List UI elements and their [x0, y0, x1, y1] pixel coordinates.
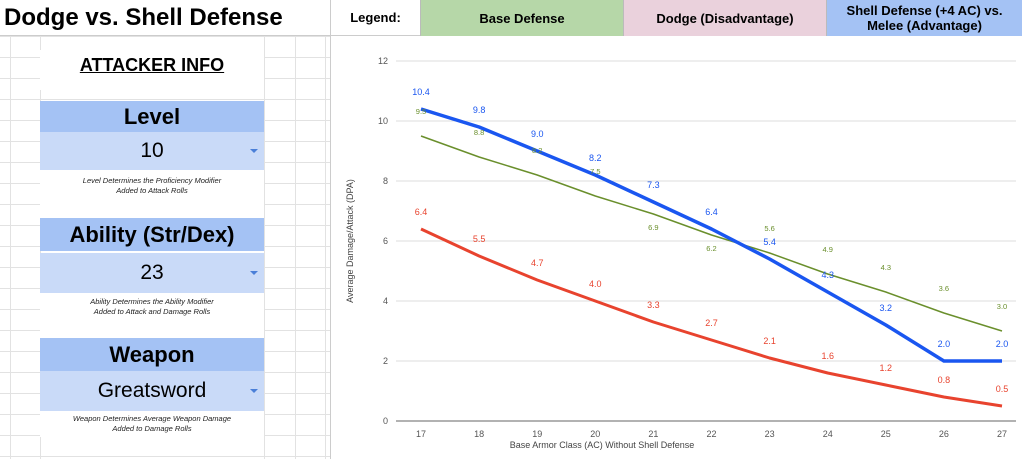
ability-header: Ability (Str/Dex): [40, 218, 264, 251]
x-tick-label: 19: [532, 429, 542, 439]
data-label: 2.0: [938, 339, 951, 349]
data-label: 0.5: [996, 384, 1009, 394]
x-tick-label: 21: [648, 429, 658, 439]
data-label: 0.8: [938, 375, 951, 385]
y-tick-label: 2: [383, 356, 388, 366]
caption-line: Weapon Determines Average Weapon Damage: [72, 414, 232, 423]
data-label: 6.4: [415, 207, 428, 217]
data-label: 4.3: [881, 263, 891, 272]
dropdown-arrow-icon[interactable]: [250, 271, 258, 275]
caption-line: Level Determines the Proficiency Modifie…: [82, 176, 222, 185]
y-tick-label: 8: [383, 176, 388, 186]
caption-line: Added to Attack Rolls: [116, 186, 188, 195]
data-label: 4.7: [531, 258, 544, 268]
data-label: 9.0: [531, 129, 544, 139]
data-label: 6.4: [705, 207, 718, 217]
data-label: 9.8: [473, 105, 486, 115]
grid-column-line: [10, 36, 11, 459]
data-label: 5.6: [764, 224, 774, 233]
y-tick-label: 0: [383, 416, 388, 426]
data-label: 1.6: [821, 351, 834, 361]
y-tick-label: 10: [378, 116, 388, 126]
ability-caption: Ability Determines the Ability Modifier A…: [40, 293, 264, 338]
data-label: 6.9: [648, 223, 658, 232]
grid-column-line: [295, 36, 296, 459]
x-tick-label: 18: [474, 429, 484, 439]
level-value: 10: [140, 139, 164, 162]
attacker-info-heading: ATTACKER INFO: [40, 50, 264, 90]
ability-value: 23: [140, 261, 164, 284]
x-tick-label: 20: [590, 429, 600, 439]
caption-line: Added to Attack and Damage Rolls: [93, 307, 211, 316]
data-label: 8.8: [474, 128, 484, 137]
caption-line: Added to Damage Rolls: [112, 424, 192, 433]
data-label: 2.0: [996, 339, 1009, 349]
level-caption: Level Determines the Proficiency Modifie…: [40, 170, 264, 218]
grid-column-line: [325, 36, 326, 459]
data-label: 5.5: [473, 234, 486, 244]
page-title: Dodge vs. Shell Defense: [0, 0, 330, 36]
data-label: 3.6: [939, 284, 949, 293]
level-select[interactable]: 10: [40, 132, 264, 170]
grid-column-line: [264, 36, 265, 459]
x-tick-label: 26: [939, 429, 949, 439]
data-label: 6.2: [706, 244, 716, 253]
x-axis-label: Base Armor Class (AC) Without Shell Defe…: [510, 440, 695, 450]
data-label: 1.2: [880, 363, 893, 373]
x-tick-label: 17: [416, 429, 426, 439]
data-label: 2.7: [705, 318, 718, 328]
level-header: Level: [40, 101, 264, 132]
weapon-value: Greatsword: [97, 379, 207, 402]
x-tick-label: 25: [881, 429, 891, 439]
y-tick-label: 12: [378, 56, 388, 66]
legend-dodge: Dodge (Disadvantage): [623, 0, 826, 36]
weapon-caption: Weapon Determines Average Weapon Damage A…: [40, 411, 264, 437]
data-label: 9.5: [416, 107, 426, 116]
data-label: 3.0: [997, 302, 1007, 311]
data-label: 8.2: [589, 153, 602, 163]
data-label: 3.2: [880, 303, 893, 313]
data-label: 4.0: [589, 279, 602, 289]
y-tick-label: 6: [383, 236, 388, 246]
data-label: 10.4: [412, 87, 430, 97]
data-label: 3.3: [647, 300, 660, 310]
ability-select[interactable]: 23: [40, 253, 264, 293]
legend-shell-defense: Shell Defense (+4 AC) vs. Melee (Advanta…: [826, 0, 1022, 36]
data-label: 4.3: [821, 270, 834, 280]
x-tick-label: 22: [706, 429, 716, 439]
legend-base-defense: Base Defense: [420, 0, 623, 36]
data-label: 7.5: [590, 167, 600, 176]
dpa-chart: 0 2 4 6 8 10 12 17 18 19 20 21 22 23 24 25 26 27 9.5 8.8 8.2…: [330, 36, 1022, 459]
weapon-select[interactable]: Greatsword: [40, 371, 264, 411]
dropdown-arrow-icon[interactable]: [250, 149, 258, 153]
x-tick-label: 24: [823, 429, 833, 439]
weapon-header: Weapon: [40, 338, 264, 371]
x-tick-label: 23: [765, 429, 775, 439]
data-label: 5.4: [763, 237, 776, 247]
y-tick-label: 4: [383, 296, 388, 306]
y-axis-label: Average Damage/Attack (DPA): [345, 179, 355, 303]
series-line: [420, 227, 1003, 408]
data-label: 2.1: [763, 336, 776, 346]
data-label: 8.2: [532, 146, 542, 155]
data-label: 7.3: [647, 180, 660, 190]
caption-line: Ability Determines the Ability Modifier: [90, 297, 214, 306]
data-label: 4.9: [822, 245, 832, 254]
series-line: [420, 107, 1002, 363]
series-line: [420, 135, 1003, 332]
legend-label: Legend:: [330, 0, 420, 36]
dropdown-arrow-icon[interactable]: [250, 389, 258, 393]
x-tick-label: 27: [997, 429, 1007, 439]
